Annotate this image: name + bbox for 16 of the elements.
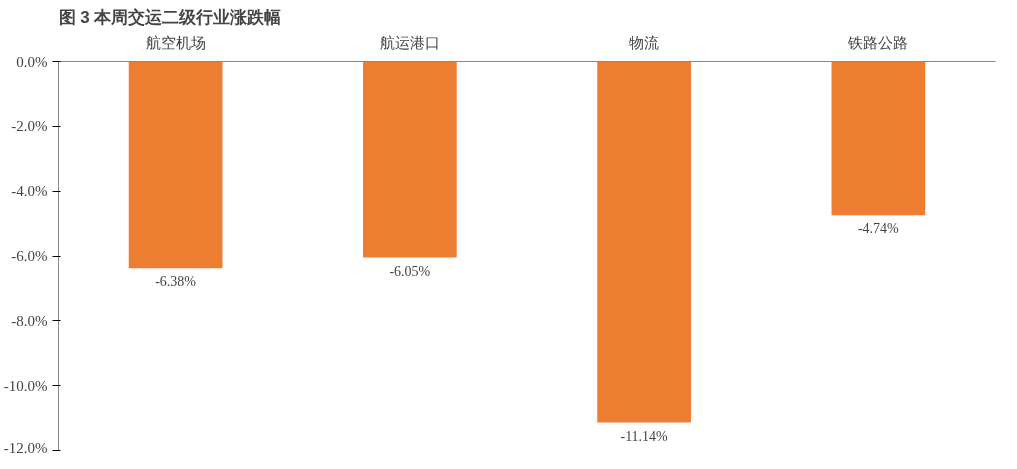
data-label: -6.05%	[389, 263, 431, 279]
data-label: -11.14%	[620, 428, 669, 444]
y-tick-label: -12.0%	[3, 439, 48, 456]
x-tick-label: 航运港口	[379, 34, 440, 51]
x-tick-label: 物流	[629, 34, 660, 51]
y-tick-label: -4.0%	[11, 183, 48, 200]
y-tick-label: 0.0%	[16, 53, 48, 70]
x-tick-label: 铁路公路	[847, 34, 909, 51]
y-tick-label: -10.0%	[3, 377, 48, 394]
y-tick-label: -2.0%	[11, 118, 48, 135]
chart-title: 图 3 本周交运二级行业涨跌幅	[58, 7, 282, 27]
data-label: -6.38%	[155, 274, 197, 290]
y-tick-label: -6.0%	[11, 248, 48, 264]
data-label: -4.74%	[857, 221, 900, 237]
y-tick-label: -8.0%	[11, 312, 48, 329]
x-tick-label: 航空机场	[145, 34, 206, 51]
